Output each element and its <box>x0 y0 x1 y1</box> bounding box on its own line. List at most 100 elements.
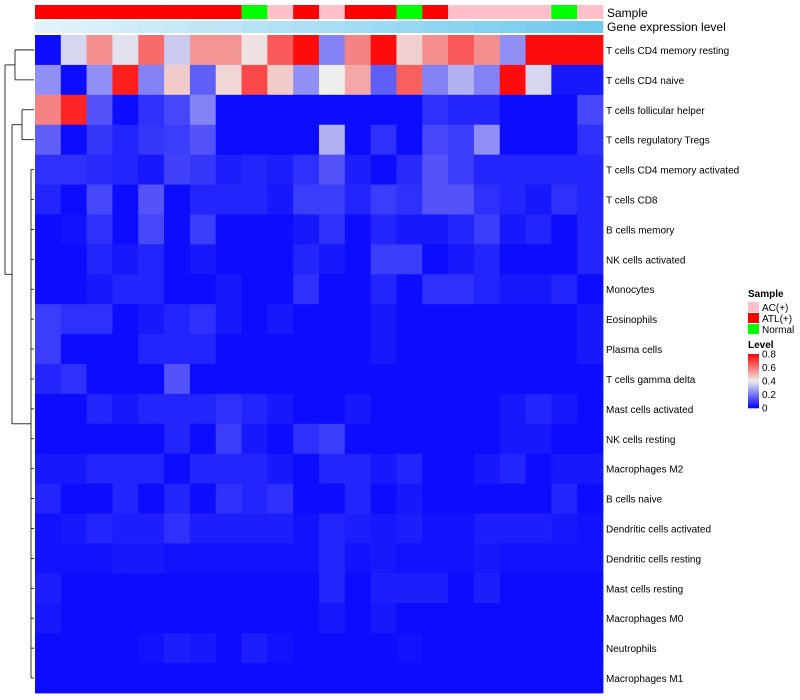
row-label: T cells regulatory Tregs <box>606 136 710 147</box>
heatmap-cell <box>370 364 397 395</box>
heatmap-cell <box>551 483 578 514</box>
legend-level-gradient-step <box>748 375 759 378</box>
heatmap-cell <box>86 423 113 455</box>
heatmap-cell <box>112 423 139 455</box>
row-label: Dendritic cells resting <box>606 554 701 565</box>
legend-level-gradient-step <box>748 363 759 366</box>
heatmap-cell <box>370 453 397 485</box>
heatmap-cell <box>164 154 191 185</box>
expression-annotation-cell <box>35 21 62 33</box>
heatmap-cell <box>215 663 242 694</box>
heatmap-cell <box>293 64 320 96</box>
heatmap-cell <box>215 214 242 245</box>
legend-level-gradient-step <box>748 381 759 383</box>
heatmap-cell <box>267 483 294 514</box>
heatmap-cell <box>164 304 191 335</box>
heatmap-cell <box>35 633 62 664</box>
heatmap-cell <box>138 334 165 365</box>
heatmap-cell <box>551 603 578 634</box>
heatmap-cell <box>319 154 346 185</box>
heatmap-cell <box>448 364 475 395</box>
heatmap-cell <box>189 423 217 455</box>
heatmap-cell <box>448 453 475 485</box>
heatmap-cell <box>189 393 217 425</box>
row-label: Plasma cells <box>606 345 662 356</box>
row-label: T cells CD4 memory activated <box>606 166 739 177</box>
heatmap-cell <box>215 603 242 634</box>
heatmap-cell <box>35 513 62 544</box>
heatmap-cell <box>267 244 294 275</box>
heatmap-cell <box>293 513 320 544</box>
row-label: Neutrophils <box>606 644 657 655</box>
heatmap-cell <box>60 244 88 275</box>
heatmap-cell <box>112 214 139 245</box>
sample-annotation-cell <box>344 5 371 19</box>
expression-annotation-cell <box>448 21 475 33</box>
heatmap-cell <box>370 35 397 66</box>
heatmap-cell <box>267 214 294 245</box>
heatmap-cell <box>60 453 88 485</box>
heatmap-cell <box>293 364 320 395</box>
heatmap-cell <box>448 633 475 664</box>
heatmap-cell <box>577 513 604 544</box>
row-label: NK cells resting <box>606 435 675 446</box>
heatmap-cell <box>241 453 268 485</box>
row-label: Monocytes <box>606 285 654 296</box>
heatmap-cell <box>189 633 217 664</box>
heatmap-cell <box>473 64 501 96</box>
heatmap-cell <box>293 94 320 126</box>
heatmap-cell <box>189 304 217 335</box>
heatmap-cell <box>551 334 578 365</box>
heatmap-cell <box>164 573 191 604</box>
heatmap-cell <box>241 64 268 96</box>
heatmap-cell <box>370 334 397 365</box>
heatmap-cell <box>241 603 268 634</box>
heatmap-cell <box>35 334 62 365</box>
heatmap-cell <box>86 393 113 425</box>
heatmap-cell <box>499 304 526 335</box>
heatmap-cell <box>215 94 242 126</box>
heatmap-cell <box>396 214 423 245</box>
sample-annotation-cell <box>370 5 397 19</box>
heatmap-cell <box>319 483 346 514</box>
heatmap-cell <box>525 64 552 96</box>
heatmap-cell <box>396 184 423 215</box>
heatmap-cell <box>577 393 604 425</box>
heatmap-cell <box>293 274 320 305</box>
heatmap-cell <box>35 364 62 395</box>
heatmap-cell <box>448 393 475 425</box>
heatmap-cell <box>551 663 578 694</box>
heatmap-cell <box>86 543 113 574</box>
heatmap-cell <box>215 64 242 96</box>
heatmap-cell <box>525 184 552 215</box>
legend-level-gradient-step <box>748 356 759 359</box>
heatmap-cell <box>319 244 346 275</box>
heatmap-cell <box>422 603 449 634</box>
heatmap-cell <box>473 334 501 365</box>
heatmap-cell <box>164 64 191 96</box>
heatmap-cell <box>344 334 372 365</box>
heatmap-cell <box>577 453 604 485</box>
expression-annotation-cell <box>112 21 139 33</box>
legend-level-tick: 0.6 <box>762 363 776 374</box>
row-label: T cells CD4 naive <box>606 76 685 87</box>
heatmap-cell <box>396 543 423 574</box>
heatmap-cell <box>370 244 397 275</box>
heatmap-cell <box>551 64 578 96</box>
heatmap-cell <box>267 184 294 215</box>
legend-level-gradient-step <box>748 393 759 395</box>
sample-annotation-cell <box>551 5 578 19</box>
heatmap-cell <box>293 633 320 664</box>
heatmap-cell <box>551 214 578 245</box>
heatmap-cell <box>35 393 62 425</box>
heatmap-cell <box>473 453 501 485</box>
heatmap-cell <box>138 513 165 544</box>
legend-sample-swatch <box>748 324 759 334</box>
heatmap-cell <box>577 35 604 66</box>
heatmap-cell <box>86 184 113 215</box>
expression-annotation-cell <box>267 21 294 33</box>
heatmap-cell <box>35 304 62 335</box>
heatmap-cell <box>448 244 475 275</box>
heatmap-cell <box>577 543 604 574</box>
heatmap-cell <box>60 184 88 215</box>
